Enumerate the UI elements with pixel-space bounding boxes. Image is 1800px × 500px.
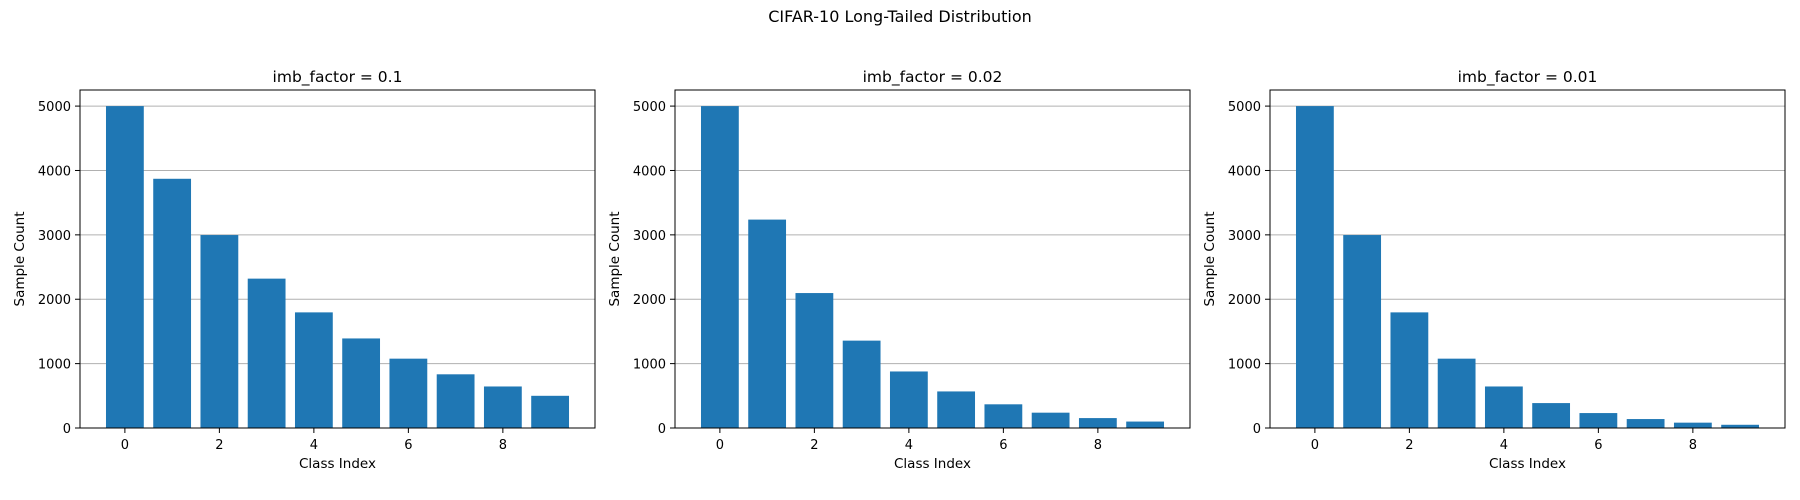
bar-class-5 bbox=[937, 391, 976, 428]
x-tick-label: 8 bbox=[1094, 438, 1102, 453]
bar-class-4 bbox=[1484, 386, 1523, 428]
bar-class-1 bbox=[1343, 235, 1382, 428]
bar-class-3 bbox=[247, 278, 286, 428]
x-axis-label: Class Index bbox=[1489, 456, 1566, 472]
axes-frame bbox=[1269, 89, 1786, 429]
bar-class-9 bbox=[1721, 424, 1760, 428]
y-tick-label: 4000 bbox=[1228, 164, 1261, 179]
bar-class-2 bbox=[200, 235, 239, 428]
y-tick-label: 2000 bbox=[633, 293, 666, 308]
y-tick-label: 1000 bbox=[38, 358, 71, 373]
x-tick-label: 4 bbox=[310, 438, 318, 453]
x-tick-label: 8 bbox=[499, 438, 507, 453]
bar-class-8 bbox=[1078, 418, 1117, 428]
bar-class-4 bbox=[889, 371, 928, 428]
x-tick-label: 2 bbox=[1405, 438, 1413, 453]
bar-class-7 bbox=[1031, 412, 1070, 428]
bar-class-7 bbox=[1626, 419, 1665, 428]
figure-suptitle: CIFAR-10 Long-Tailed Distribution bbox=[768, 7, 1032, 26]
y-tick-label: 1000 bbox=[1228, 358, 1261, 373]
axes-frame bbox=[674, 89, 1191, 429]
y-tick-label: 5000 bbox=[1228, 100, 1261, 115]
subplot-title: imb_factor = 0.01 bbox=[1458, 68, 1598, 87]
x-tick-label: 6 bbox=[404, 438, 412, 453]
bar-class-2 bbox=[795, 293, 834, 428]
bar-class-6 bbox=[984, 404, 1023, 428]
y-tick-label: 5000 bbox=[38, 100, 71, 115]
bar-class-4 bbox=[294, 312, 333, 428]
y-axis-label: Sample Count bbox=[607, 211, 623, 306]
y-tick-label: 2000 bbox=[1228, 293, 1261, 308]
bar-class-2 bbox=[1390, 312, 1429, 428]
bar-class-7 bbox=[436, 374, 475, 428]
x-tick-label: 0 bbox=[121, 438, 129, 453]
bar-class-8 bbox=[1673, 422, 1712, 428]
y-tick-label: 0 bbox=[63, 422, 71, 437]
bar-class-1 bbox=[153, 178, 192, 428]
x-tick-label: 8 bbox=[1689, 438, 1697, 453]
y-tick-label: 4000 bbox=[633, 164, 666, 179]
x-axis-label: Class Index bbox=[894, 456, 971, 472]
bar-class-5 bbox=[342, 338, 381, 428]
y-tick-label: 4000 bbox=[38, 164, 71, 179]
subplot-2: 0 1000 2000 3000 4000 5000 0 2 4 6 8 imb_factor = 0… bbox=[607, 68, 1191, 472]
subplot-title: imb_factor = 0.1 bbox=[273, 68, 403, 87]
x-tick-label: 6 bbox=[999, 438, 1007, 453]
bar-class-6 bbox=[389, 358, 428, 428]
bar-class-0 bbox=[700, 106, 739, 428]
x-tick-label: 4 bbox=[905, 438, 913, 453]
bar-class-3 bbox=[1437, 358, 1476, 428]
bar-class-0 bbox=[1295, 106, 1334, 428]
axes-frame bbox=[79, 89, 596, 429]
bar-class-5 bbox=[1532, 403, 1571, 428]
x-tick-label: 0 bbox=[1311, 438, 1319, 453]
bar-class-8 bbox=[483, 386, 522, 428]
y-axis-label: Sample Count bbox=[12, 211, 28, 306]
bar-class-6 bbox=[1579, 413, 1618, 428]
bar-class-9 bbox=[531, 395, 570, 428]
bar-class-9 bbox=[1126, 421, 1165, 428]
x-tick-label: 4 bbox=[1500, 438, 1508, 453]
x-axis-label: Class Index bbox=[299, 456, 376, 472]
subplot-title: imb_factor = 0.02 bbox=[863, 68, 1003, 87]
y-tick-label: 3000 bbox=[1228, 229, 1261, 244]
y-tick-label: 1000 bbox=[633, 358, 666, 373]
y-tick-label: 5000 bbox=[633, 100, 666, 115]
x-tick-label: 2 bbox=[810, 438, 818, 453]
bar-class-1 bbox=[748, 219, 787, 428]
subplot-1: 0 1000 2000 3000 4000 5000 0 2 4 6 8 imb_factor = 0… bbox=[12, 68, 596, 472]
y-tick-label: 0 bbox=[1253, 422, 1261, 437]
y-tick-label: 3000 bbox=[38, 229, 71, 244]
y-axis-label: Sample Count bbox=[1202, 211, 1218, 306]
y-tick-label: 0 bbox=[658, 422, 666, 437]
bar-class-3 bbox=[842, 340, 881, 428]
x-tick-label: 0 bbox=[716, 438, 724, 453]
subplot-3: 0 1000 2000 3000 4000 5000 0 2 4 6 8 imb_factor = 0… bbox=[1202, 68, 1786, 472]
y-tick-label: 3000 bbox=[633, 229, 666, 244]
x-tick-label: 6 bbox=[1594, 438, 1602, 453]
y-tick-label: 2000 bbox=[38, 293, 71, 308]
x-tick-label: 2 bbox=[215, 438, 223, 453]
bar-class-0 bbox=[105, 106, 144, 428]
